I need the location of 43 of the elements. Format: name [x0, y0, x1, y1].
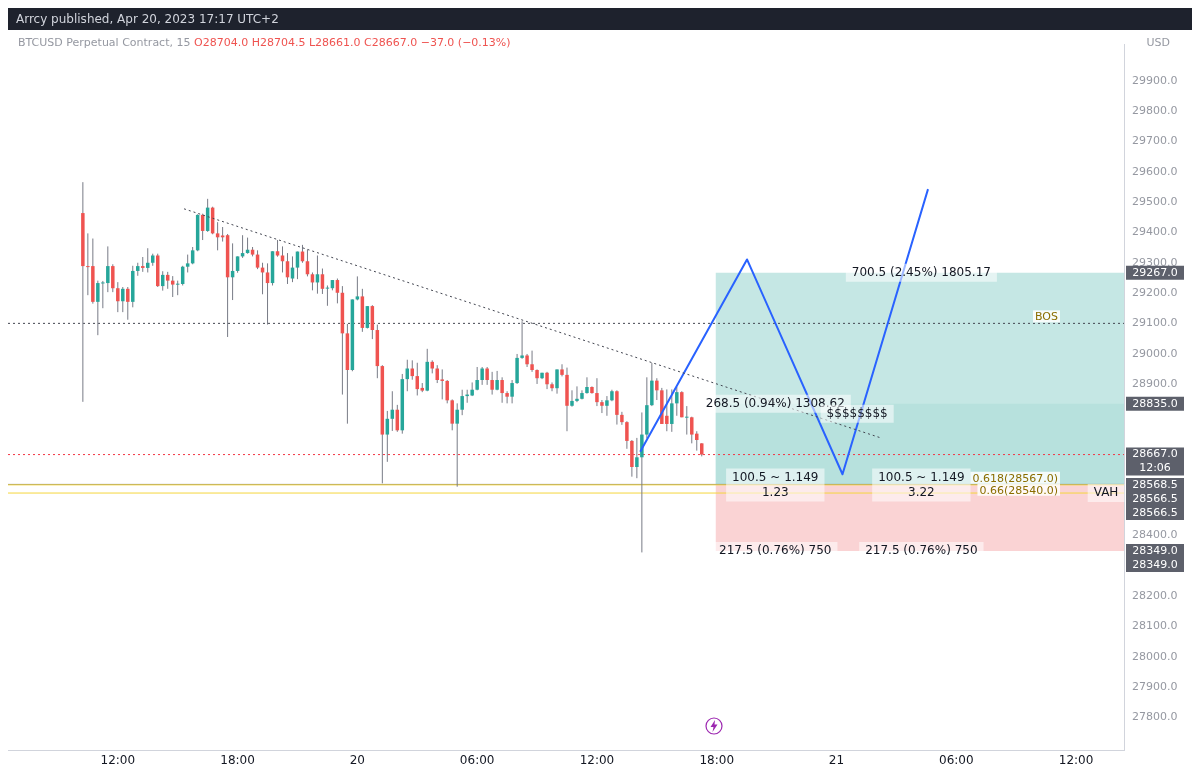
x-tick-label: 18:00 — [220, 752, 255, 767]
annotation: $$$$$$$$ — [826, 405, 888, 420]
ref-line-label: BOS — [1035, 310, 1059, 324]
y-tick-label: 29000.0 — [1132, 346, 1178, 360]
x-tick-label: 12:00 — [100, 752, 136, 767]
annotation: VAH — [1093, 485, 1119, 500]
y-tick-label: 29500.0 — [1132, 195, 1178, 209]
y-tick-label: 28400.0 — [1132, 528, 1178, 542]
annotation: 100.5 ~ 1.149 3.22 — [878, 469, 965, 499]
annotation: 217.5 (0.76%) 750 — [865, 543, 978, 558]
y-tick-label: 29100.0 — [1132, 316, 1178, 330]
x-tick-label: 21 — [828, 752, 845, 767]
y-axis-title: USD — [1146, 36, 1170, 49]
y-tick-label: 28200.0 — [1132, 588, 1178, 602]
chart-subtitle: O28704.0 H28704.5 L28661.0 C28667.0 −37.0 (−0.13%) — [193, 36, 511, 49]
annotation: 100.5 ~ 1.149 1.23 — [732, 469, 819, 499]
ref-line-label: 0.618(28567.0) — [972, 471, 1058, 485]
annotation: 28349.0 28349.0 — [1132, 543, 1178, 571]
y-tick-label: 29900.0 — [1132, 73, 1178, 87]
chart-title: BTCUSD Perpetual Contract, 15 — [18, 36, 191, 49]
annotation: 700.5 (2.45%) 1805.17 — [851, 264, 991, 279]
x-tick-label: 12:00 — [579, 752, 615, 767]
annotation: 28667.0 12:06 — [1132, 447, 1178, 475]
x-tick-label: 06:00 — [459, 752, 495, 767]
y-tick-label: 29600.0 — [1132, 164, 1178, 178]
x-tick-label: 12:00 — [1058, 752, 1094, 767]
y-tick-label: 28000.0 — [1132, 649, 1178, 663]
y-tick-label: 29400.0 — [1132, 225, 1178, 239]
y-tick-label: 29200.0 — [1132, 285, 1178, 299]
y-tick-label: 27900.0 — [1132, 679, 1178, 693]
y-tick-label: 28100.0 — [1132, 619, 1178, 633]
y-tick-label: 27800.0 — [1132, 710, 1178, 724]
text: Arrcy published, Apr 20, 2023 17:17 UTC+2 — [16, 12, 279, 26]
y-tick-label: 29700.0 — [1132, 134, 1178, 148]
annotation: 28568.5 28566.5 28566.5 — [1132, 477, 1178, 519]
y-tick-label: 28900.0 — [1132, 376, 1178, 390]
annotation: 28835.0 — [1132, 396, 1178, 410]
x-tick-label: 06:00 — [939, 752, 974, 767]
ref-line-label: 0.66(28540.0) — [979, 483, 1058, 497]
y-tick-label: 29800.0 — [1132, 104, 1178, 118]
annotation: 217.5 (0.76%) 750 — [719, 543, 832, 558]
x-tick-label: 18:00 — [699, 752, 735, 767]
x-tick-label: 20 — [349, 752, 366, 767]
